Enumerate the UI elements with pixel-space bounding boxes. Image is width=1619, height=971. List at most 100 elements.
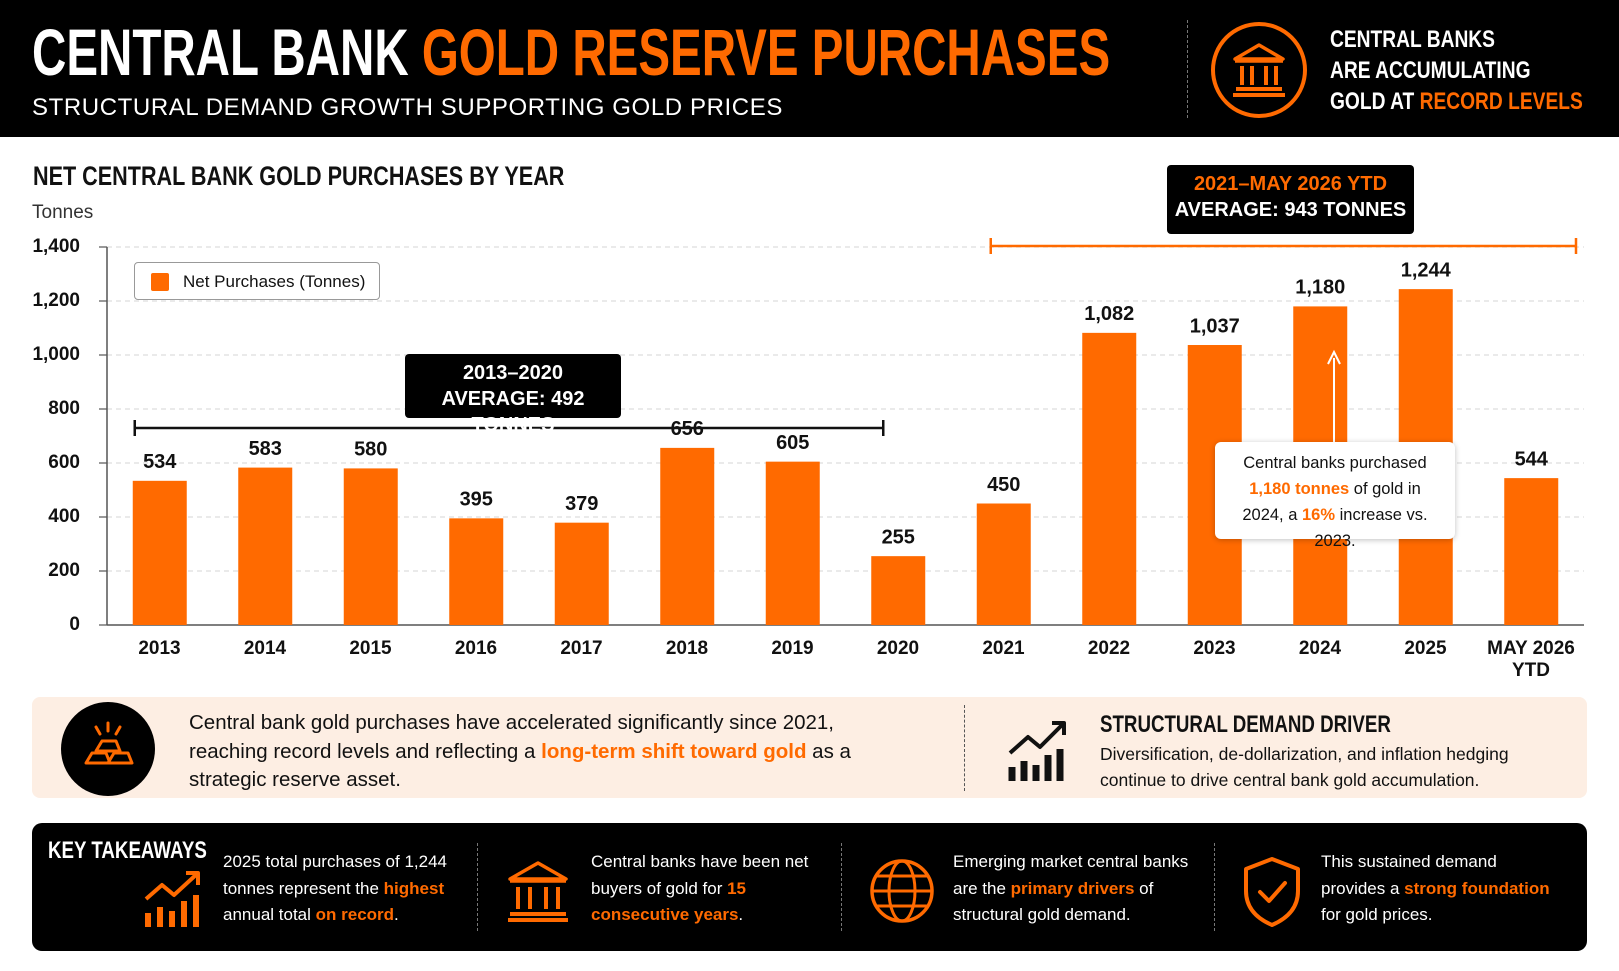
x-tick-label: 2022: [1087, 638, 1131, 659]
highlight-text: primary drivers: [1010, 878, 1135, 898]
growth-icon: [144, 871, 200, 927]
text-segment: CENTRAL BANK: [32, 15, 422, 89]
y-tick-label: 600: [48, 452, 80, 473]
takeaways-title: KEY TAKEAWAYS: [48, 837, 252, 865]
y-axis-label: Tonnes: [32, 202, 93, 223]
driver-title-text: STRUCTURAL DEMAND DRIVER: [1100, 711, 1391, 738]
page-title: CENTRAL BANK GOLD RESERVE PURCHASES: [32, 14, 1110, 90]
highlight-text: highest: [383, 878, 445, 898]
side-line: CENTRAL BANKS: [1330, 24, 1583, 55]
growth-icon: [1008, 721, 1066, 781]
bar: [1082, 332, 1137, 625]
y-tick-label: 400: [48, 506, 80, 527]
header-divider: [1187, 20, 1188, 118]
x-tick-label: 2018: [665, 638, 709, 659]
chart: NET CENTRAL BANK GOLD PURCHASES BY YEAR …: [32, 162, 1584, 635]
text-segment: CENTRAL BANKS: [1330, 26, 1495, 53]
highlight-text: strong foundation: [1404, 878, 1550, 898]
value-label: 605: [776, 432, 809, 454]
callout: Central banks purchased 1,180 tonnes of …: [1215, 442, 1455, 550]
legend: Net Purchases (Tonnes): [134, 262, 380, 300]
value-label: 580: [354, 439, 387, 461]
legend-swatch: [151, 273, 169, 291]
bar: [238, 467, 293, 625]
callout-arrowhead: [1327, 349, 1341, 365]
x-tick-label: 2017: [560, 638, 603, 659]
bar: [660, 447, 715, 625]
value-label: 395: [460, 489, 493, 511]
takeaway-divider: [1214, 843, 1215, 931]
highlight-text: 16%: [1301, 506, 1336, 524]
side-line: ARE ACCUMULATING: [1330, 55, 1583, 86]
takeaway: Central banks have been net buyers of go…: [591, 849, 827, 929]
annotation-text: AVERAGE: 492 TONNES: [441, 388, 585, 436]
takeaway: This sustained demand provides a strong …: [1321, 849, 1557, 929]
text-segment: for gold prices.: [1321, 905, 1433, 924]
text-segment: .: [394, 905, 399, 924]
panel-divider: [964, 705, 965, 791]
text-segment: .: [738, 905, 744, 924]
legend-label: Net Purchases (Tonnes): [183, 272, 366, 291]
bar: [976, 503, 1031, 625]
value-label: 583: [249, 438, 282, 460]
bar: [132, 480, 187, 625]
annotation-box: 2021–MAY 2026 YTD AVERAGE: 943 TONNES: [1167, 165, 1414, 234]
takeaway-divider: [841, 843, 842, 931]
text-segment: annual total: [223, 905, 316, 924]
page-subtitle: STRUCTURAL DEMAND GROWTH SUPPORTING GOLD…: [32, 94, 783, 121]
y-tick-label: 1,000: [32, 344, 80, 365]
text-segment: 2025 total purchases of 1,244 tonnes rep…: [223, 852, 447, 898]
text-segment: as a strategic reserve asset.: [189, 739, 851, 792]
side-line: GOLD AT RECORD LEVELS: [1330, 86, 1583, 117]
text-segment: This sustained demand provides a: [1321, 852, 1497, 898]
bank-icon: [1211, 22, 1307, 118]
highlight-text: RECORD LEVELS: [1419, 88, 1583, 115]
y-tick-label: 1,200: [32, 290, 80, 311]
shield-icon: [1244, 857, 1300, 927]
bank-icon: [508, 861, 568, 922]
highlight-text: 1,180 tonnes: [1249, 480, 1350, 498]
value-label: 255: [882, 526, 915, 548]
y-tick-label: 1,400: [32, 236, 80, 257]
driver-text: Diversification, de-dollarization, and i…: [1100, 744, 1509, 790]
insight-panel: Central bank gold purchases have acceler…: [32, 697, 1587, 798]
takeaway: 2025 total purchases of 1,244 tonnes rep…: [223, 849, 459, 929]
annotation-box: 2013–2020 AVERAGE: 492 TONNES: [405, 354, 621, 436]
text-segment: of gold in 2024, a: [1242, 480, 1421, 524]
annotation-title: 2013–2020: [462, 362, 564, 384]
takeaways-panel: KEY TAKEAWAYS 2025 total purchases of 1,…: [32, 823, 1587, 951]
gold-bars-icon: [61, 702, 155, 796]
text-segment: increase vs. 2023.: [1314, 506, 1428, 550]
takeaway: Emerging market central banks are the pr…: [953, 849, 1189, 929]
y-tick-label: 800: [48, 398, 80, 419]
takeaway-divider: [477, 843, 478, 931]
bar: [449, 518, 504, 625]
x-tick-label: 2020: [876, 638, 920, 659]
text-segment: of structural gold demand.: [953, 878, 1154, 925]
value-label: 1,082: [1084, 303, 1134, 325]
text-segment: Central bank gold purchases have acceler…: [189, 711, 834, 763]
value-label: 1,180: [1295, 277, 1345, 299]
value-label: 450: [987, 474, 1020, 496]
text-segment: GOLD AT: [1330, 88, 1420, 115]
value-label: 534: [143, 451, 177, 473]
x-tick-label: 2021: [982, 638, 1025, 659]
bar: [765, 461, 820, 625]
driver-title: STRUCTURAL DEMAND DRIVER: [1100, 711, 1473, 739]
bar: [871, 556, 926, 625]
x-tick-label: 2024: [1298, 638, 1342, 659]
x-tick-label: 2023: [1193, 638, 1236, 659]
x-tick-label: 2019: [771, 638, 814, 659]
y-tick-label: 200: [48, 560, 80, 581]
x-tick-label: 2014: [243, 638, 287, 659]
highlight-text: long-term shift toward gold: [541, 739, 807, 763]
x-tick-label: 2016: [454, 638, 498, 659]
y-tick-label: 0: [69, 614, 80, 635]
value-label: 379: [565, 493, 598, 515]
annotation-title: 2021–MAY 2026 YTD: [1193, 173, 1388, 195]
highlight-text: 15 consecutive years: [591, 878, 746, 925]
text-segment: ARE ACCUMULATING: [1330, 57, 1531, 84]
